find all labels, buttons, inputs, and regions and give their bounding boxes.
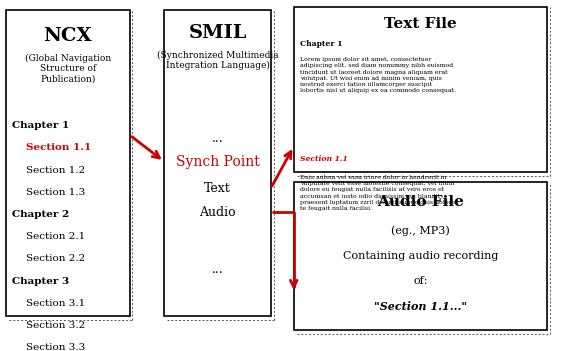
Text: SMIL: SMIL — [188, 24, 247, 41]
Text: Chapter 1: Chapter 1 — [300, 40, 342, 48]
Text: Chapter 1: Chapter 1 — [12, 121, 69, 130]
Text: Chapter 3: Chapter 3 — [12, 277, 69, 286]
Text: Text File: Text File — [384, 17, 457, 31]
Text: Section 1.3: Section 1.3 — [26, 188, 85, 197]
Text: "Section 1.1...": "Section 1.1..." — [374, 301, 467, 312]
FancyBboxPatch shape — [6, 10, 130, 316]
Text: NCX: NCX — [43, 27, 92, 45]
Text: Duis autem vel eum iriure dolor in hendrerit in
vulputate velit esse molestie co: Duis autem vel eum iriure dolor in hendr… — [300, 175, 454, 211]
Text: Containing audio recording: Containing audio recording — [343, 251, 498, 261]
Text: Section 3.1: Section 3.1 — [26, 299, 85, 308]
Text: (Synchronized Multimedia
Integration Language): (Synchronized Multimedia Integration Lan… — [157, 51, 278, 70]
Text: Section 1.1: Section 1.1 — [26, 144, 91, 152]
Text: (eg., MP3): (eg., MP3) — [391, 226, 450, 236]
Text: Section 3.2: Section 3.2 — [26, 321, 85, 330]
Text: Section 2.2: Section 2.2 — [26, 254, 85, 264]
Text: Section 2.1: Section 2.1 — [26, 232, 85, 241]
Text: Section 1.1: Section 1.1 — [300, 155, 347, 163]
Text: (Global Navigation
Structure of
Publication): (Global Navigation Structure of Publicat… — [25, 54, 111, 84]
Text: ...: ... — [211, 263, 223, 276]
Text: Section 1.2: Section 1.2 — [26, 166, 85, 174]
FancyBboxPatch shape — [294, 7, 547, 172]
Text: Audio File: Audio File — [377, 195, 464, 209]
FancyBboxPatch shape — [164, 10, 271, 316]
Text: Section 3.3: Section 3.3 — [26, 343, 85, 351]
Text: Chapter 2: Chapter 2 — [12, 210, 69, 219]
Text: Text: Text — [204, 182, 231, 195]
Text: of:: of: — [413, 276, 428, 286]
FancyBboxPatch shape — [294, 182, 547, 330]
Text: Audio: Audio — [199, 206, 236, 219]
Text: Lorem ipsum dolor sit amet, consectetuer
adipiscing elit, sed diam nonummy nibh : Lorem ipsum dolor sit amet, consectetuer… — [300, 57, 456, 93]
Text: Synch Point: Synch Point — [176, 154, 259, 168]
Text: ...: ... — [211, 132, 223, 145]
